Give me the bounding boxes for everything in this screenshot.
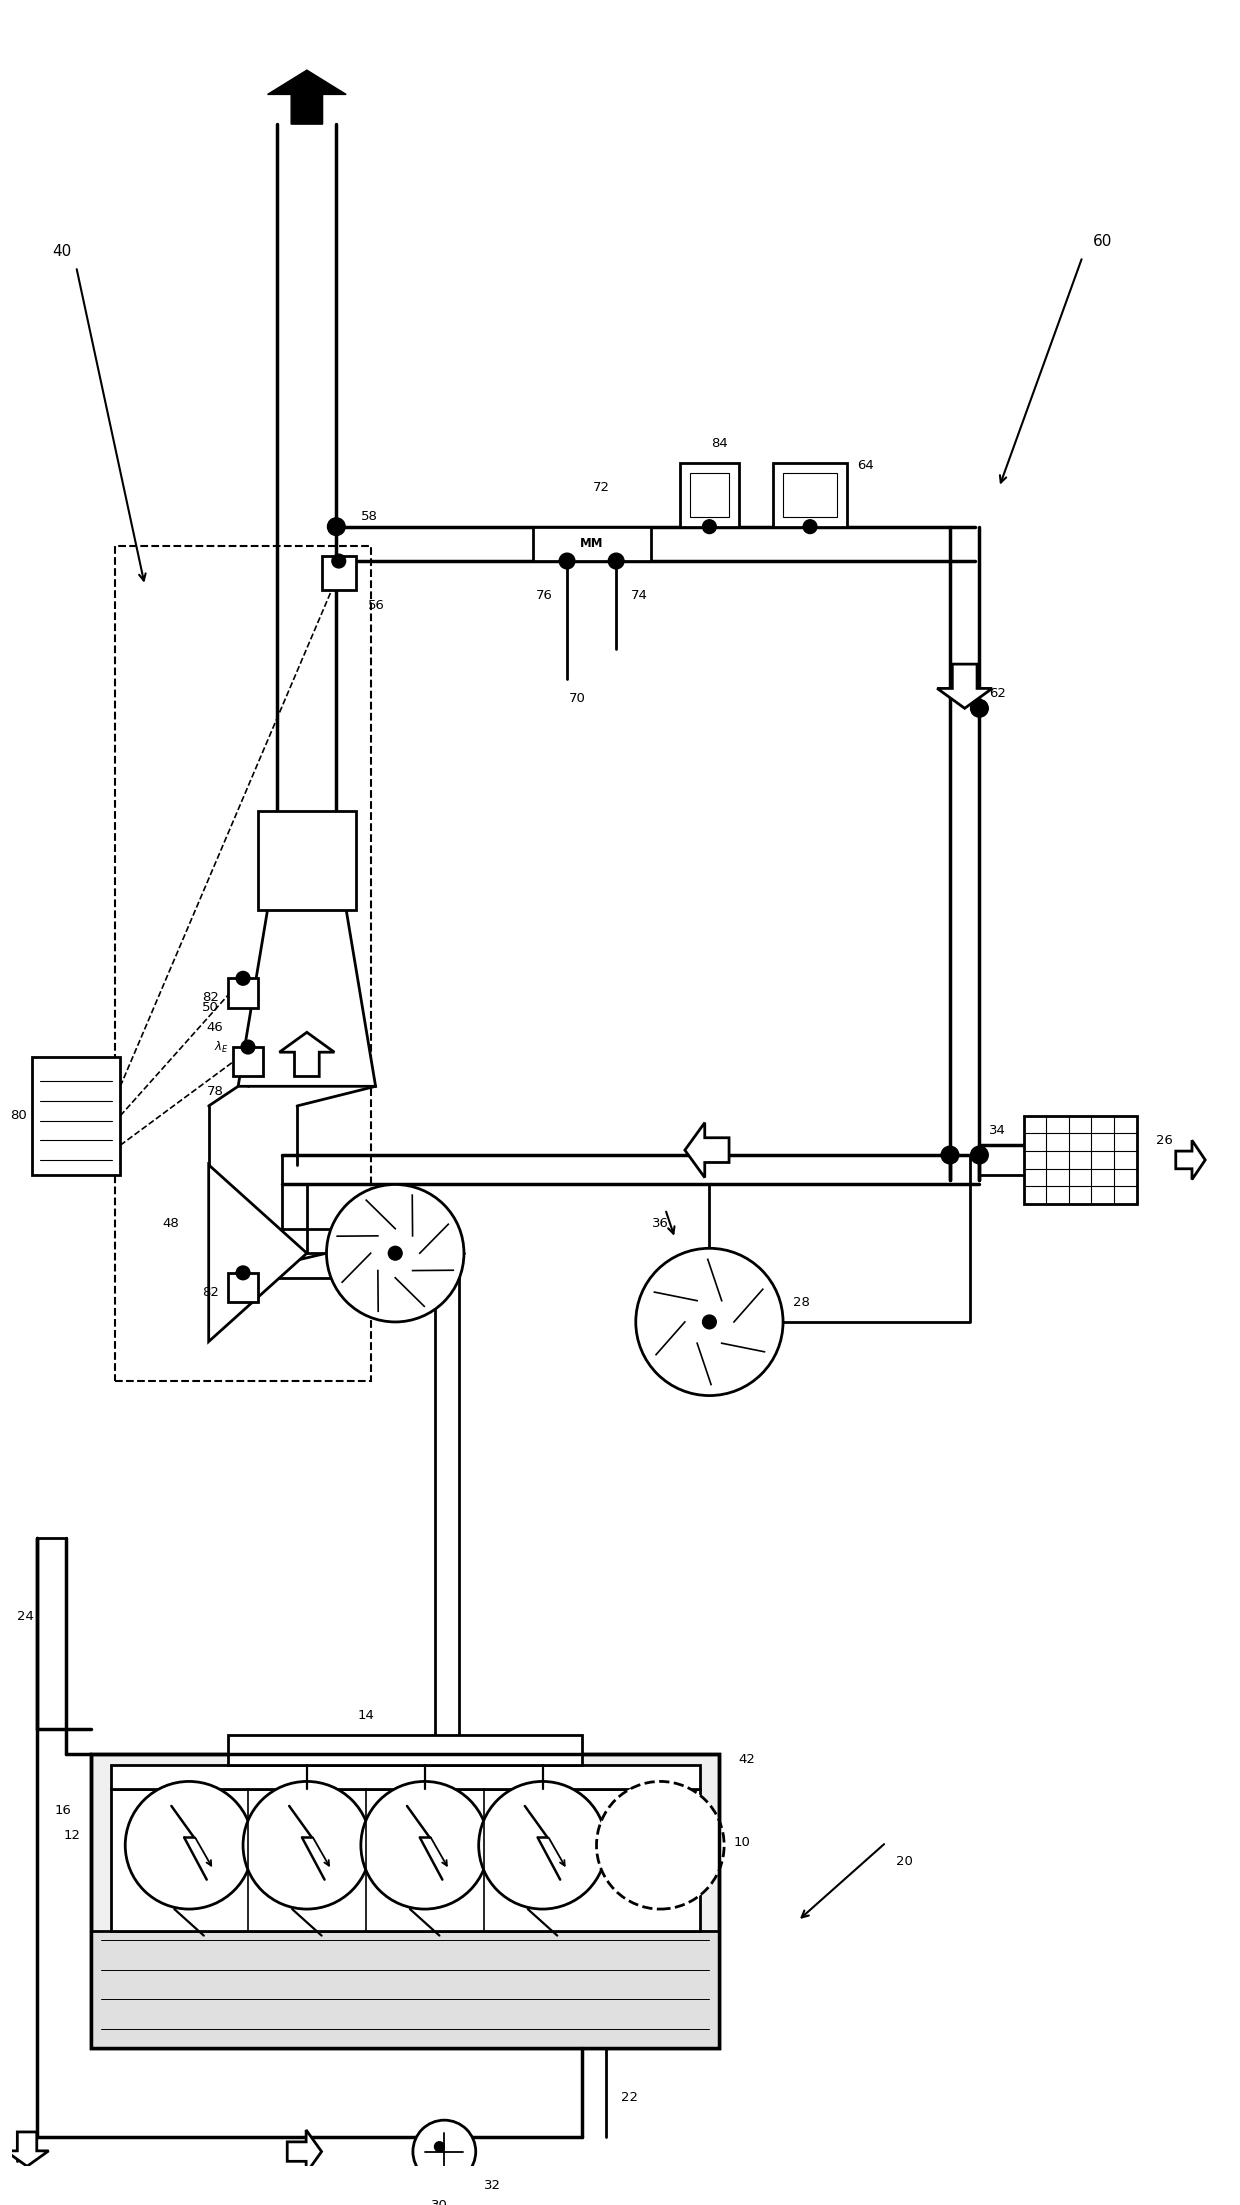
Text: 78: 78 xyxy=(207,1085,223,1098)
Text: 34: 34 xyxy=(990,1125,1006,1138)
Polygon shape xyxy=(5,2132,48,2165)
Polygon shape xyxy=(288,2130,321,2174)
Bar xyxy=(228,979,258,1008)
Bar xyxy=(258,811,356,911)
Text: 32: 32 xyxy=(484,2179,501,2192)
Bar xyxy=(115,547,371,1380)
Bar xyxy=(233,1047,263,1076)
Circle shape xyxy=(361,1782,489,1910)
Bar xyxy=(110,1764,699,1788)
Text: 64: 64 xyxy=(857,459,873,472)
Text: 50: 50 xyxy=(202,1001,218,1014)
Text: 76: 76 xyxy=(536,589,552,602)
Bar xyxy=(91,1932,719,2048)
Bar xyxy=(533,527,651,560)
Circle shape xyxy=(326,1184,464,1323)
Circle shape xyxy=(596,1782,724,1910)
Bar xyxy=(91,1753,719,2048)
Circle shape xyxy=(241,1041,255,1054)
Polygon shape xyxy=(684,1122,729,1177)
Text: 60: 60 xyxy=(1092,234,1112,249)
Polygon shape xyxy=(268,71,346,123)
Text: 10: 10 xyxy=(734,1837,751,1848)
Circle shape xyxy=(388,1246,402,1259)
Text: 30: 30 xyxy=(432,2198,448,2205)
Circle shape xyxy=(434,2141,444,2152)
Text: 14: 14 xyxy=(357,1709,374,1722)
Bar xyxy=(32,1056,120,1175)
Text: 24: 24 xyxy=(17,1610,35,1623)
Text: 48: 48 xyxy=(162,1217,180,1230)
Circle shape xyxy=(243,1782,371,1910)
Circle shape xyxy=(236,1266,250,1279)
Circle shape xyxy=(327,518,345,536)
Bar xyxy=(228,1272,258,1303)
Bar xyxy=(110,1788,699,1932)
Text: 84: 84 xyxy=(711,437,728,450)
Text: 82: 82 xyxy=(202,1286,218,1299)
Bar xyxy=(91,1753,719,2048)
Text: 46: 46 xyxy=(207,1021,223,1034)
Bar xyxy=(680,463,739,527)
Circle shape xyxy=(971,699,988,717)
Bar xyxy=(689,472,729,516)
Circle shape xyxy=(559,553,575,569)
Circle shape xyxy=(971,1147,988,1164)
Text: 70: 70 xyxy=(568,692,585,706)
Bar xyxy=(774,463,847,527)
Text: $\lambda_E$: $\lambda_E$ xyxy=(213,1039,228,1054)
Circle shape xyxy=(636,1248,782,1396)
Circle shape xyxy=(703,520,717,534)
Circle shape xyxy=(941,1147,959,1164)
Circle shape xyxy=(236,972,250,986)
Circle shape xyxy=(804,520,817,534)
Text: 56: 56 xyxy=(368,600,386,611)
Text: 26: 26 xyxy=(1156,1133,1173,1147)
Circle shape xyxy=(332,553,346,569)
Circle shape xyxy=(125,1782,253,1910)
Bar xyxy=(1023,1116,1137,1204)
Text: 28: 28 xyxy=(792,1297,810,1310)
Bar xyxy=(782,472,837,516)
Bar xyxy=(228,1735,582,1764)
Text: 72: 72 xyxy=(593,481,610,494)
Text: 58: 58 xyxy=(361,509,378,523)
Polygon shape xyxy=(279,1032,335,1076)
Circle shape xyxy=(413,2121,476,2183)
Text: 82: 82 xyxy=(202,992,218,1005)
Text: 12: 12 xyxy=(64,1828,81,1841)
Text: 74: 74 xyxy=(631,589,647,602)
Text: 40: 40 xyxy=(52,245,71,260)
Circle shape xyxy=(609,553,624,569)
Text: 36: 36 xyxy=(652,1217,668,1230)
Polygon shape xyxy=(238,911,376,1087)
Text: 42: 42 xyxy=(739,1753,755,1766)
Polygon shape xyxy=(1176,1140,1205,1180)
Text: 80: 80 xyxy=(10,1109,27,1122)
Text: 16: 16 xyxy=(55,1804,71,1817)
Polygon shape xyxy=(208,1164,306,1341)
Text: 20: 20 xyxy=(897,1854,913,1868)
Text: MM: MM xyxy=(580,538,604,551)
Text: 62: 62 xyxy=(990,688,1006,699)
Circle shape xyxy=(703,1314,717,1330)
Text: 22: 22 xyxy=(621,2090,639,2104)
Circle shape xyxy=(479,1782,606,1910)
Bar xyxy=(321,556,356,591)
Polygon shape xyxy=(937,664,992,708)
